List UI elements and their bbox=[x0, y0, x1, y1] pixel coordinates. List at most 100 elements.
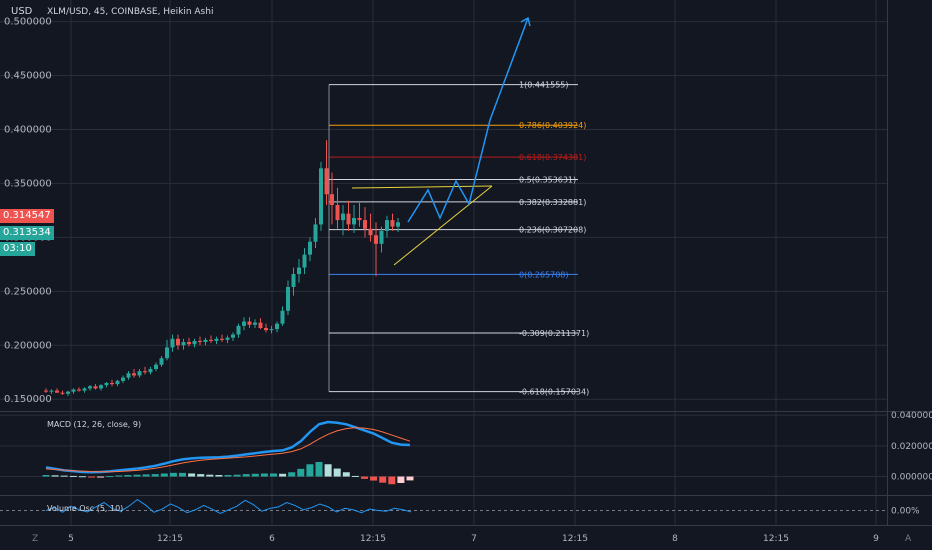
countdown-tag: 03:10 bbox=[0, 242, 35, 256]
candle-body bbox=[170, 338, 175, 348]
macd-tick-label: 0.000000 bbox=[891, 473, 932, 483]
macd-histogram-bar bbox=[51, 475, 59, 477]
candle-body bbox=[49, 390, 54, 392]
candle-body bbox=[71, 389, 76, 392]
fib-level-label: -0.309(0.211371) bbox=[519, 329, 589, 338]
macd-histogram bbox=[42, 461, 414, 485]
macd-histogram-bar bbox=[133, 474, 141, 477]
candle-body bbox=[203, 339, 208, 343]
candle-body bbox=[198, 340, 202, 343]
macd-histogram-bar bbox=[406, 476, 414, 481]
projection-path[interactable] bbox=[407, 17, 529, 223]
last-price-tag: 0.314547 bbox=[0, 209, 54, 223]
candle-body bbox=[242, 321, 246, 326]
candle-body bbox=[280, 310, 285, 324]
candle-body bbox=[115, 380, 120, 385]
candle-body bbox=[308, 241, 312, 255]
candle-body bbox=[379, 230, 384, 244]
volume-osc-line bbox=[45, 499, 412, 514]
volume-osc-tick-label: 0.00% bbox=[891, 507, 920, 517]
candle-body bbox=[181, 342, 186, 346]
candle-body bbox=[346, 213, 351, 225]
candle-body bbox=[60, 392, 65, 394]
macd-histogram-bar bbox=[115, 475, 123, 477]
triangle-lower-line[interactable] bbox=[393, 185, 493, 266]
macd-histogram-bar bbox=[315, 461, 323, 477]
auto-scale-icon[interactable]: A bbox=[905, 534, 912, 544]
price-tick-label: 0.250000 bbox=[4, 286, 52, 297]
volume-osc-axis[interactable]: 0.00% bbox=[891, 507, 920, 517]
macd-histogram-bar bbox=[297, 468, 305, 477]
candle-body bbox=[291, 274, 296, 287]
macd-histogram-bar bbox=[342, 472, 350, 477]
time-tick-label: 12:15 bbox=[157, 534, 183, 544]
price-tick-label: 0.450000 bbox=[4, 71, 52, 82]
candle-body bbox=[110, 383, 114, 385]
macd-histogram-bar bbox=[370, 476, 378, 481]
candle-body bbox=[209, 339, 213, 341]
fib-level-label: 0.786(0.403924) bbox=[519, 121, 586, 130]
candle-body bbox=[159, 358, 164, 365]
candle-body bbox=[220, 338, 224, 340]
candle-body bbox=[132, 373, 136, 376]
candle-body bbox=[269, 329, 274, 331]
price-tick-label: 0.350000 bbox=[4, 178, 52, 189]
candle-body bbox=[319, 168, 323, 225]
macd-histogram-bar bbox=[270, 473, 277, 477]
fib-level-label: 0.236(0.307208) bbox=[519, 226, 586, 235]
candle-body bbox=[93, 386, 98, 389]
zoom-icon[interactable]: Z bbox=[32, 534, 38, 544]
time-tick-label: 8 bbox=[672, 534, 678, 544]
symbol-title[interactable]: XLM/USD, 45, COINBASE, Heikin Ashi bbox=[47, 7, 213, 17]
macd-histogram-bar bbox=[69, 475, 77, 477]
macd-title[interactable]: MACD (12, 26, close, 9) bbox=[47, 420, 141, 429]
candle-body bbox=[44, 390, 48, 392]
macd-histogram-bar bbox=[279, 473, 287, 477]
candle-body bbox=[231, 334, 235, 338]
candle-body bbox=[390, 220, 395, 227]
currency-label[interactable]: USD bbox=[11, 6, 33, 17]
candle-body bbox=[77, 389, 81, 391]
macd-histogram-bar bbox=[88, 476, 95, 478]
fib-level-label: 0.382(0.332881) bbox=[519, 198, 586, 207]
time-tick-label: 12:15 bbox=[562, 534, 588, 544]
macd-histogram-bar bbox=[106, 476, 114, 478]
drawing-tools[interactable] bbox=[351, 16, 531, 266]
macd-histogram-bar bbox=[388, 476, 396, 485]
macd-axis[interactable]: 0.040000 0.020000 0.000000 bbox=[891, 411, 932, 482]
candle-body bbox=[385, 220, 389, 231]
candle-body bbox=[341, 213, 345, 221]
candle-body bbox=[363, 220, 367, 229]
macd-histogram-bar bbox=[379, 476, 387, 483]
macd-histogram-bar bbox=[251, 473, 259, 477]
macd-histogram-bar bbox=[224, 475, 232, 477]
price-tick-label: 0.200000 bbox=[4, 340, 52, 351]
candle-body bbox=[126, 373, 131, 378]
candle-body bbox=[374, 235, 378, 244]
macd-histogram-bar bbox=[324, 464, 332, 477]
candle-body bbox=[396, 222, 400, 227]
grid-lines bbox=[0, 0, 887, 525]
fib-level-label: 0.618(0.374381) bbox=[519, 153, 586, 162]
triangle-upper-line[interactable] bbox=[351, 185, 493, 189]
macd-histogram-bar bbox=[333, 468, 341, 477]
candle-body bbox=[176, 338, 180, 346]
macd-histogram-bar bbox=[78, 476, 86, 478]
fib-level-label: -0.618(0.157034) bbox=[519, 388, 589, 397]
candle-body bbox=[143, 371, 147, 373]
candle-body bbox=[286, 287, 290, 311]
candle-body bbox=[335, 205, 340, 221]
price-tick-label: 0.500000 bbox=[4, 17, 52, 28]
macd-histogram-bar bbox=[288, 472, 296, 477]
candle-body bbox=[187, 342, 191, 345]
projection-arrow-head bbox=[520, 16, 531, 27]
time-axis[interactable]: 5 12:15 6 12:15 7 12:15 8 12:15 9 bbox=[68, 534, 879, 544]
macd-histogram-bar bbox=[215, 475, 223, 477]
macd-histogram-bar bbox=[233, 474, 241, 477]
candle-body bbox=[121, 377, 125, 381]
candle-body bbox=[82, 388, 87, 391]
macd-histogram-bar bbox=[242, 474, 250, 477]
volume-osc-title[interactable]: Volume Osc (5, 10) bbox=[47, 504, 123, 513]
time-tick-label: 9 bbox=[873, 534, 879, 544]
